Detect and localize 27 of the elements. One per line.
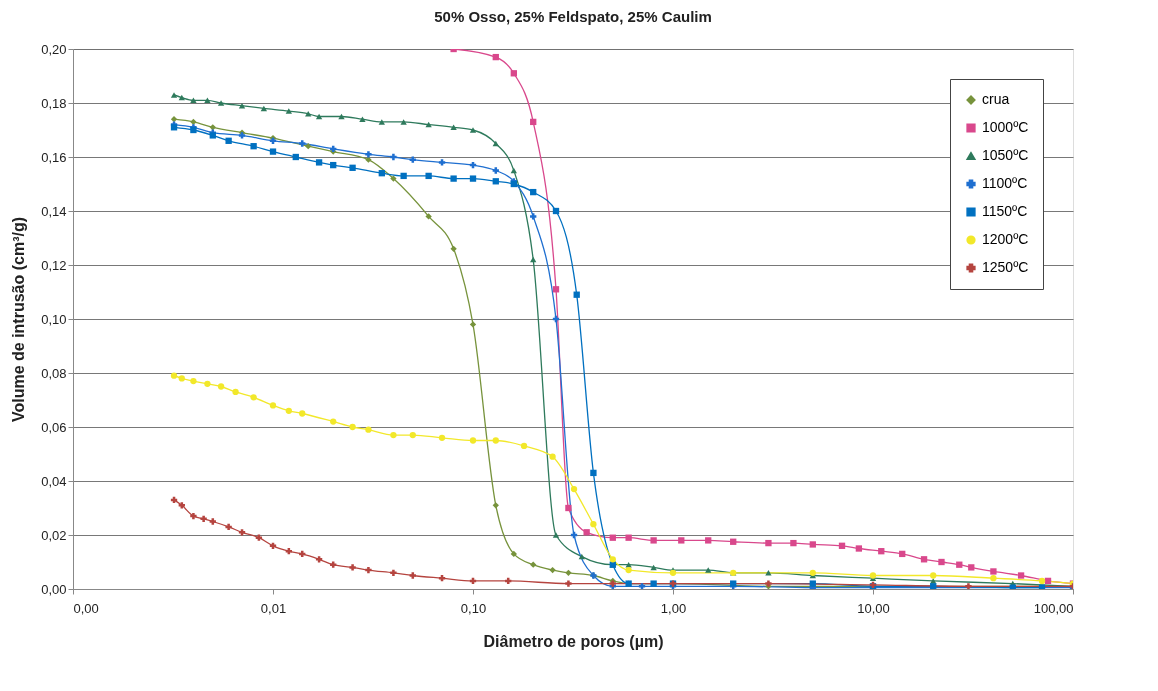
y-tick-label: 0,14	[41, 203, 67, 219]
legend-label: 1000ºC	[982, 119, 1029, 135]
x-tick-label: 100,00	[1033, 600, 1074, 616]
legend-label: 1200ºC	[982, 231, 1029, 247]
y-tick-label: 0,08	[41, 365, 67, 381]
y-tick-label: 0,00	[41, 581, 67, 597]
legend-label: 1250ºC	[982, 259, 1029, 275]
x-tick-label: 10,00	[857, 600, 890, 616]
y-tick-label: 0,20	[41, 41, 67, 57]
y-tick-label: 0,02	[41, 527, 67, 543]
y-axis-title: Volume de intrusão (cm³/g)	[10, 216, 28, 423]
chart-title: 50% Osso, 25% Feldspato, 25% Caulim	[434, 8, 712, 25]
x-tick-label: 0,01	[260, 600, 287, 616]
legend-label: crua	[982, 91, 1010, 107]
x-axis-title: Diâmetro de poros (µm)	[483, 632, 664, 650]
y-tick-label: 0,16	[41, 149, 67, 165]
x-tick-label: 1,00	[660, 600, 687, 616]
y-tick-label: 0,06	[41, 419, 67, 435]
legend-label: 1050ºC	[982, 147, 1029, 163]
y-tick-label: 0,10	[41, 311, 67, 327]
y-tick-label: 0,18	[41, 95, 67, 111]
x-tick-label: 0,10	[460, 600, 487, 616]
legend-label: 1100ºC	[982, 175, 1028, 191]
y-tick-label: 0,04	[41, 473, 67, 489]
y-tick-label: 0,12	[41, 257, 67, 273]
x-tick-label: 0,00	[73, 600, 99, 616]
legend-label: 1150ºC	[982, 203, 1028, 219]
